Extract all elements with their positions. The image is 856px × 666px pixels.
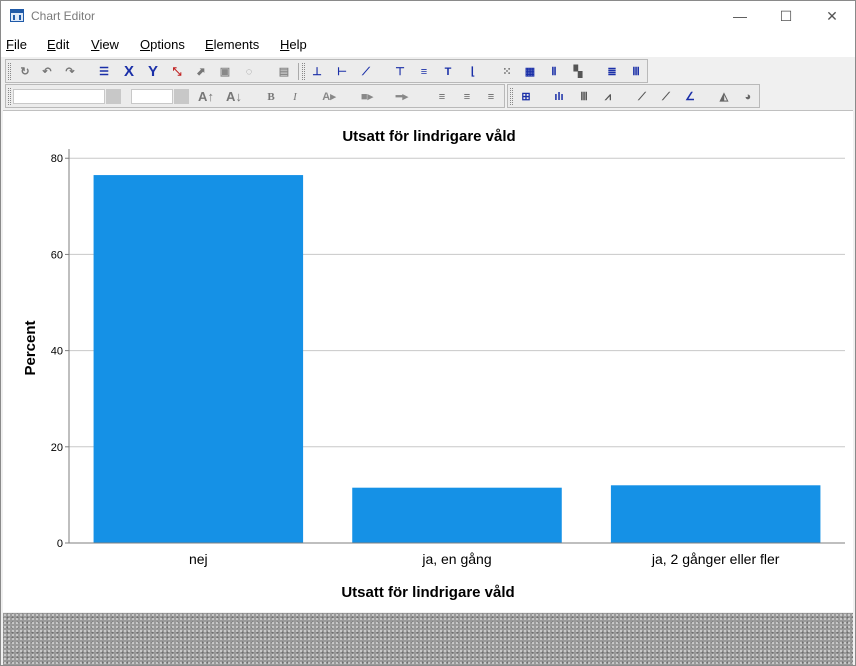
format-toolbar: A↑ A↓ B I A▸ ■▸ ━▸ ≡ ≡ ≡ xyxy=(5,84,505,108)
diagonal-line-icon[interactable]: ⟋ xyxy=(362,66,370,78)
select-y-axis-icon[interactable]: Y xyxy=(147,63,158,80)
font-name-field[interactable] xyxy=(13,89,105,104)
bar[interactable] xyxy=(93,175,304,544)
maximize-button[interactable]: ☐ xyxy=(779,8,793,24)
toolbar-grip[interactable] xyxy=(8,63,11,80)
chart-editor-app-icon xyxy=(10,9,24,22)
bar-chart[interactable]: Utsatt för lindrigare våld Utsatt för li… xyxy=(3,111,853,612)
menu-options[interactable]: Options xyxy=(140,37,185,52)
menu-edit[interactable]: Edit xyxy=(47,37,70,52)
reference-line-icon[interactable]: ∠ xyxy=(685,91,695,103)
reference-line-icon[interactable]: Ⅱ xyxy=(551,66,557,78)
frame-icon[interactable]: ▣ xyxy=(219,66,231,78)
text-color-icon[interactable]: A▸ xyxy=(322,91,336,103)
menu-elements[interactable]: Elements xyxy=(205,37,260,52)
font-size-down-icon[interactable]: A↓ xyxy=(226,89,242,104)
italic-icon[interactable]: I xyxy=(293,91,297,103)
x-axis-title[interactable]: Utsatt för lindrigare våld xyxy=(341,584,514,601)
properties-icon[interactable]: ☰ xyxy=(99,66,109,78)
y-tick-label: 40 xyxy=(51,346,63,358)
lasso-icon[interactable]: ◌ xyxy=(245,66,253,78)
legend-icon[interactable]: ▚ xyxy=(573,66,583,78)
font-name-dropdown[interactable] xyxy=(106,89,121,104)
menu-bar: File Edit View Options Elements Help xyxy=(1,32,855,57)
font-size-up-icon[interactable]: A↑ xyxy=(198,89,214,104)
x-tick-label: ja, 2 gånger eller fler xyxy=(651,551,780,567)
font-down-glyph: A xyxy=(226,89,236,104)
status-strip xyxy=(3,613,853,665)
y-axis-line-icon[interactable]: ⊥ xyxy=(312,66,322,78)
gridlines-icon[interactable]: ⁙ xyxy=(502,66,512,78)
y-tick-label: 0 xyxy=(57,538,63,550)
y-tick-label: 20 xyxy=(51,442,63,454)
toolbar-grip[interactable] xyxy=(8,88,11,105)
window-title: Chart Editor xyxy=(31,9,96,23)
fill-color-icon[interactable]: ■▸ xyxy=(360,91,374,103)
toolbar-grip[interactable] xyxy=(510,88,513,105)
font-up-glyph: A xyxy=(198,89,208,104)
transpose-icon[interactable]: ⬈ xyxy=(196,66,206,78)
back-icon[interactable]: ↶ xyxy=(42,66,52,78)
interpolation-icon[interactable]: ⟋ xyxy=(638,91,646,103)
menu-help[interactable]: Help xyxy=(280,37,307,52)
toolbar-grip[interactable] xyxy=(302,63,305,80)
x-tick-label: ja, en gång xyxy=(421,551,491,567)
pie-chart-icon[interactable]: ◕ xyxy=(744,91,752,103)
y-axis-title[interactable]: Percent xyxy=(22,320,39,375)
bar-chart-icon[interactable]: ılı xyxy=(554,91,564,103)
font-size-dropdown[interactable] xyxy=(174,89,189,104)
bar[interactable] xyxy=(610,485,821,543)
font-size-field[interactable] xyxy=(131,89,173,104)
rescale-icon[interactable]: ⤡ xyxy=(172,66,182,78)
x-axis-line-icon[interactable]: ⊢ xyxy=(337,66,347,78)
y-tick-label: 60 xyxy=(51,249,63,261)
grid-icon[interactable]: ▦ xyxy=(524,66,536,78)
forward-icon[interactable]: ↷ xyxy=(65,66,75,78)
fit-line-icon[interactable]: ⟋ xyxy=(662,91,670,103)
data-labels-icon[interactable]: ⊞ xyxy=(521,91,531,103)
bold-icon[interactable]: B xyxy=(267,91,275,103)
area-chart-icon[interactable]: ◭ xyxy=(719,91,729,103)
bar[interactable] xyxy=(352,487,562,543)
align-left-icon[interactable]: ≡ xyxy=(438,91,446,103)
close-button[interactable]: ✕ xyxy=(826,8,838,24)
line-chart-icon[interactable]: ⩘ xyxy=(604,91,612,103)
chart-canvas[interactable]: Utsatt för lindrigare våld Utsatt för li… xyxy=(3,110,853,612)
footnote-icon[interactable]: ⌊ xyxy=(470,66,476,78)
main-toolbar: ↻ ↶ ↷ ☰ X Y ⤡ ⬈ ▣ ◌ ▤ ⊥ ⊢ ⟋ ⊤ ≡ T ⌊ ⁙ ▦ … xyxy=(5,59,648,83)
elements-toolbar: ⊞ ılı Ⅲ ⩘ ⟋ ⟋ ∠ ◭ ◕ xyxy=(507,84,760,108)
bar-vertical-icon[interactable]: Ⅲ xyxy=(632,66,640,78)
clustered-bar-icon[interactable]: Ⅲ xyxy=(580,91,588,103)
title-icon[interactable]: ⊤ xyxy=(395,66,405,78)
chart-area-icon[interactable]: ▤ xyxy=(278,66,290,78)
x-tick-label: nej xyxy=(189,551,208,567)
bar-horizontal-icon[interactable]: ≣ xyxy=(607,66,617,78)
align-center-icon[interactable]: ≡ xyxy=(463,91,471,103)
undo-icon[interactable]: ↻ xyxy=(20,66,30,78)
title-bar: Chart Editor — ☐ ✕ xyxy=(1,1,855,32)
line-style-icon[interactable]: ━▸ xyxy=(395,91,409,103)
select-x-axis-icon[interactable]: X xyxy=(123,63,134,80)
toolbar-separator xyxy=(298,63,299,80)
y-tick-label: 80 xyxy=(51,153,63,165)
chart-title[interactable]: Utsatt för lindrigare våld xyxy=(342,128,515,145)
minimize-button[interactable]: — xyxy=(733,8,747,24)
textbox-icon[interactable]: T xyxy=(444,66,452,78)
annotation-icon[interactable]: ≡ xyxy=(420,66,428,78)
menu-view[interactable]: View xyxy=(91,37,119,52)
menu-file[interactable]: File xyxy=(6,37,27,52)
align-right-icon[interactable]: ≡ xyxy=(487,91,495,103)
